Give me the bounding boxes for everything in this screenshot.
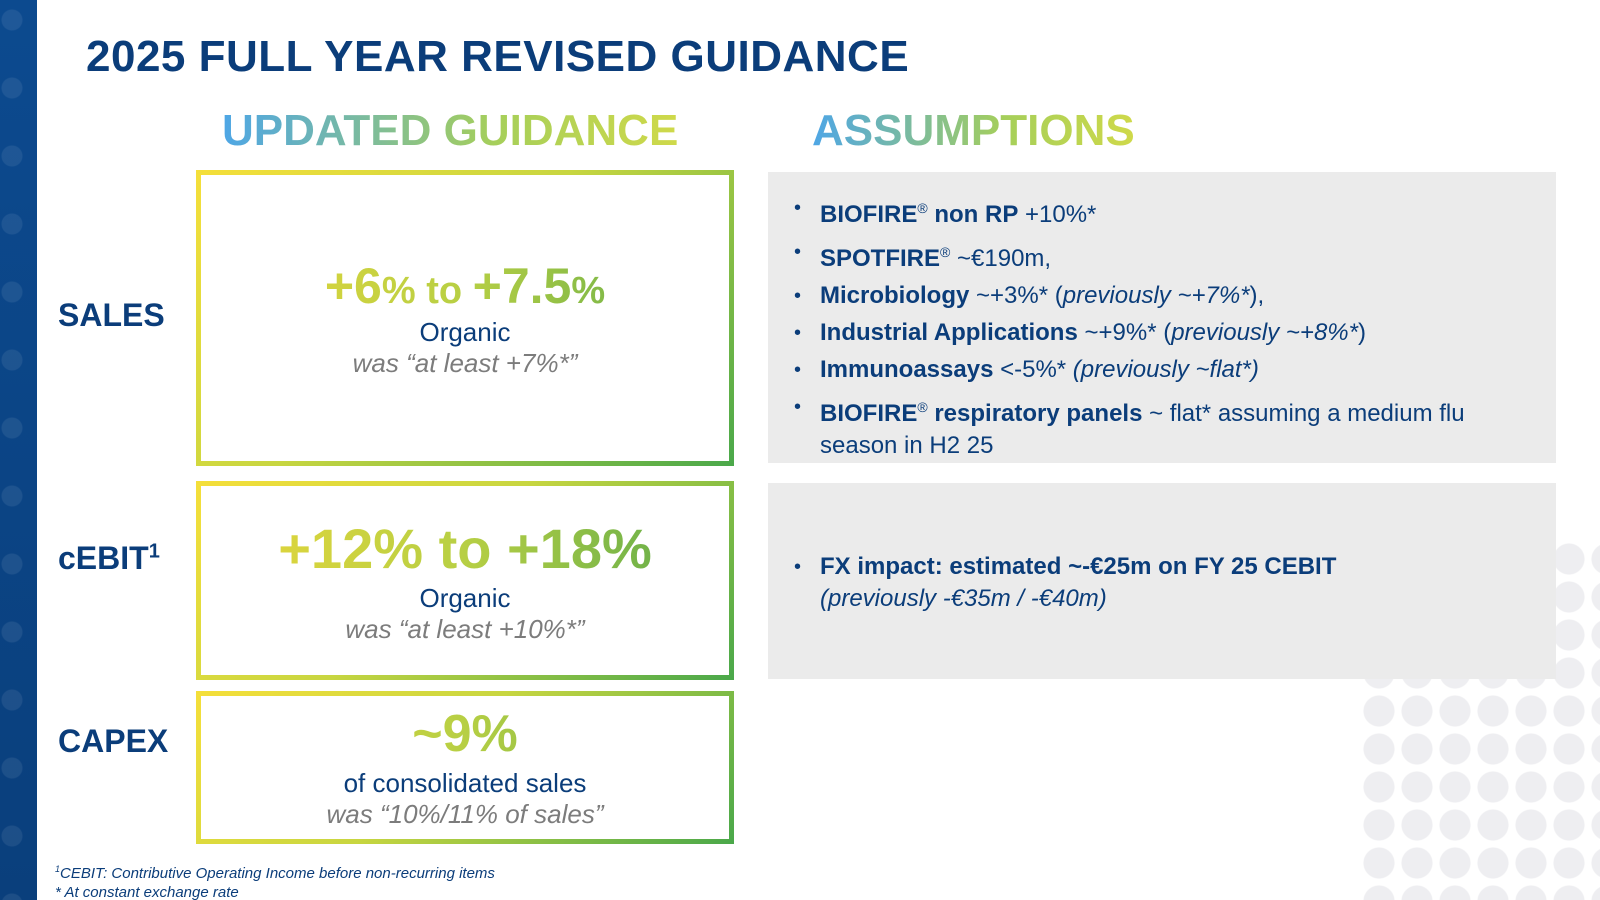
capex-label: CAPEX xyxy=(58,723,169,759)
cebit-label: cEBIT1 xyxy=(58,540,160,576)
list-item: SPOTFIRE® ~€190m, xyxy=(782,236,1540,275)
capex-guidance-box: ~9% of consolidated sales was “10%/11% o… xyxy=(196,691,734,844)
list-item: Microbiology ~+3%* (previously ~+7%*), xyxy=(782,280,1540,312)
cebit-guidance-value: +12% to +18% xyxy=(201,516,729,581)
cebit-guidance-box: +12% to +18% Organic was “at least +10%*… xyxy=(196,481,734,680)
cebit-assumptions-list: FX impact: estimated ~-€25m on FY 25 CEB… xyxy=(782,551,1540,615)
capex-guidance-value: ~9% xyxy=(201,704,729,764)
updated-guidance-header: UPDATED GUIDANCE xyxy=(222,106,679,155)
sales-label: SALES xyxy=(58,297,165,333)
list-item: FX impact: estimated ~-€25m on FY 25 CEB… xyxy=(782,551,1540,615)
left-decorative-strip xyxy=(0,0,37,900)
page-title: 2025 FULL YEAR REVISED GUIDANCE xyxy=(86,32,910,81)
list-item: BIOFIRE® respiratory panels ~ flat* assu… xyxy=(782,391,1540,462)
assumptions-header: ASSUMPTIONS xyxy=(812,106,1135,155)
cebit-assumptions-box: FX impact: estimated ~-€25m on FY 25 CEB… xyxy=(768,483,1556,679)
footnote-cebit: 1CEBIT: Contributive Operating Income be… xyxy=(55,864,495,882)
sales-guidance-box: +6% to +7.5% Organic was “at least +7%*” xyxy=(196,170,734,466)
sales-organic-label: Organic xyxy=(419,317,511,347)
capex-sales-label: of consolidated sales xyxy=(343,768,587,798)
cebit-organic-label: Organic xyxy=(419,583,511,613)
sales-previous-guidance: was “at least +7%*” xyxy=(352,348,578,378)
capex-previous-guidance: was “10%/11% of sales” xyxy=(326,799,604,829)
cebit-previous-guidance: was “at least +10%*” xyxy=(345,614,585,644)
footnote-exchange-rate: * At constant exchange rate xyxy=(55,884,239,900)
sales-guidance-value: +6% to +7.5% xyxy=(201,257,729,315)
footnotes: 1CEBIT: Contributive Operating Income be… xyxy=(55,860,495,900)
sales-assumptions-list: BIOFIRE® non RP +10%* SPOTFIRE® ~€190m, … xyxy=(782,192,1540,462)
sales-assumptions-box: BIOFIRE® non RP +10%* SPOTFIRE® ~€190m, … xyxy=(768,172,1556,463)
list-item: BIOFIRE® non RP +10%* xyxy=(782,192,1540,231)
list-item: Immunoassays <-5%* (previously ~flat*) xyxy=(782,354,1540,386)
list-item: Industrial Applications ~+9%* (previousl… xyxy=(782,317,1540,349)
